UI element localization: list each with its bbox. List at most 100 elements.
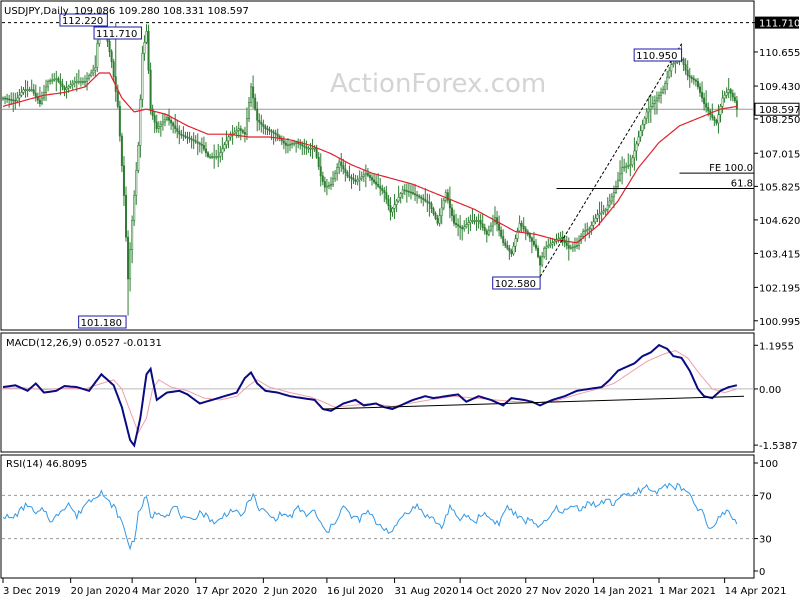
candle-body (286, 144, 289, 147)
candle-body (381, 188, 384, 191)
candle-body (690, 76, 693, 79)
candle-body (403, 189, 406, 192)
candle-body (508, 247, 511, 252)
candle-body (61, 83, 64, 88)
candle-body (657, 94, 660, 99)
candle-body (129, 249, 132, 280)
candle-body (606, 204, 609, 210)
candle-body (424, 199, 427, 202)
candle-body (237, 128, 240, 131)
candle-body (200, 143, 203, 146)
rsi-panel-frame (0, 454, 755, 579)
candle-body (645, 111, 648, 119)
macd-y-tick-label: 0.00 (759, 385, 781, 396)
macd-y-tick-label: 1.1955 (759, 341, 794, 352)
candle-body (88, 75, 91, 79)
x-axis-tick-label: 2 Jun 2020 (263, 586, 317, 597)
candle-body (489, 225, 492, 231)
candle-body (385, 192, 388, 200)
last-price-label: 108.597 (759, 105, 800, 116)
candle-body (153, 115, 156, 123)
candle-body (155, 121, 158, 129)
candle-body (65, 87, 68, 90)
candle-body (598, 213, 601, 216)
candle-body (475, 220, 478, 222)
candle-body (479, 220, 482, 225)
candle-body (664, 83, 667, 90)
candle-body (653, 100, 656, 104)
candle-body (582, 231, 585, 237)
candle-body (434, 213, 437, 219)
candle-body (348, 175, 351, 178)
candle-body (217, 156, 220, 158)
watermark-text: ActionForex.com (330, 69, 546, 99)
candle-body (440, 207, 443, 216)
candle-body (596, 214, 599, 219)
candle-body (260, 122, 263, 125)
candle-body (270, 130, 273, 133)
candle-body (633, 150, 636, 159)
candle-body (16, 97, 19, 102)
candle-body (694, 79, 697, 82)
macd-label: MACD(12,26,9) 0.0527 -0.0131 (6, 338, 162, 349)
candle-body (305, 146, 308, 149)
candle-body (190, 138, 193, 141)
macd-panel-frame (0, 332, 755, 453)
x-axis-tick-label: 27 Nov 2020 (526, 586, 590, 597)
candle-body (520, 222, 523, 227)
candle-body (133, 195, 136, 221)
candle-body (340, 161, 343, 166)
candle-body (1, 97, 4, 100)
candle-body (416, 194, 419, 197)
candle-body (364, 172, 367, 176)
candle-body (346, 172, 349, 177)
candle-body (186, 136, 189, 139)
candle-body (602, 210, 605, 213)
candle-body (325, 185, 328, 188)
x-axis-tick-label: 14 Apr 2021 (725, 586, 787, 597)
candle-body (534, 244, 537, 249)
candle-body (360, 176, 363, 179)
price-annotation-label: 101.180 (81, 318, 122, 329)
candle-body (471, 220, 474, 222)
candle-body (696, 81, 699, 88)
candle-body (229, 135, 232, 138)
candle-body (610, 196, 613, 202)
candle-body (481, 223, 484, 228)
candle-body (395, 200, 398, 205)
price-annotation-box (78, 315, 127, 329)
candle-body (733, 96, 736, 102)
candle-body (715, 119, 718, 124)
candle-body (537, 247, 540, 257)
candle-body (625, 165, 628, 168)
candle-body (692, 78, 695, 81)
fibo-level-label: 61.8 (731, 178, 753, 189)
price-annotation-box (633, 48, 683, 62)
candle-body (684, 64, 687, 71)
candle-body (399, 193, 402, 198)
candle-body (258, 119, 261, 123)
candle-body (112, 61, 115, 77)
candle-body (619, 173, 622, 181)
candle-body (235, 129, 238, 133)
candle-body (467, 222, 470, 225)
candle-body (387, 198, 390, 206)
candle-body (26, 89, 29, 91)
candle-body (311, 147, 314, 150)
rsi-y-tick-label: 100 (759, 459, 778, 470)
candle-body (159, 123, 162, 127)
candle-body (426, 200, 429, 203)
candle-body (522, 225, 525, 230)
candle-body (688, 75, 691, 78)
candle-body (125, 195, 128, 238)
candle-body (49, 80, 52, 82)
candle-body (573, 245, 576, 248)
candle-body (621, 167, 624, 175)
candle-body (172, 122, 175, 127)
candle-body (118, 106, 121, 137)
candle-body (284, 142, 287, 146)
candle-body (309, 147, 312, 150)
candle-body (455, 222, 458, 225)
header-symbol: USDJPY,Daily 109.086 109.280 108.331 108… (4, 6, 249, 17)
candle-body (59, 81, 62, 85)
